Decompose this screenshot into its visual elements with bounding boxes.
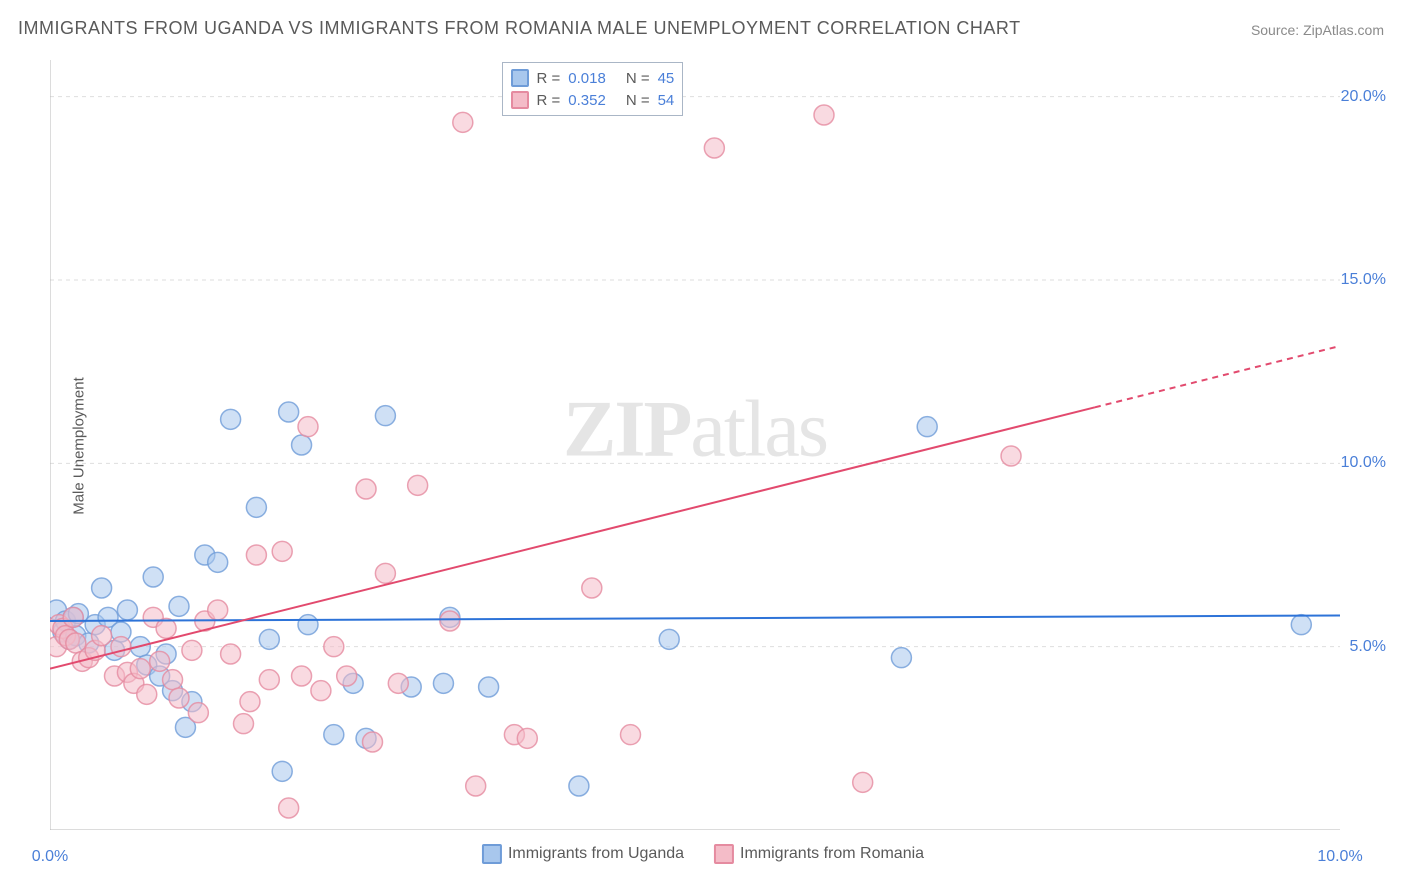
y-tick-label: 5.0%	[1350, 638, 1386, 656]
legend-item: Immigrants from Uganda	[482, 844, 684, 864]
series-legend: Immigrants from Uganda Immigrants from Ro…	[482, 844, 924, 864]
source-attribution: Source: ZipAtlas.com	[1251, 22, 1384, 38]
legend-swatch	[482, 844, 502, 864]
corr-n-label: N =	[626, 92, 650, 109]
legend-swatch	[714, 844, 734, 864]
plot-area: ZIPatlas R =0.018N =45R =0.352N =54	[50, 60, 1340, 830]
corr-r-label: R =	[537, 92, 561, 109]
y-tick-label: 20.0%	[1341, 88, 1386, 106]
corr-legend-row: R = 0.018 N = 45	[511, 67, 675, 89]
corr-swatch	[511, 69, 529, 87]
corr-r-label: R =	[537, 70, 561, 87]
y-tick-label: 15.0%	[1341, 271, 1386, 289]
corr-n-value: 45	[658, 70, 675, 87]
corr-r-value: 0.018	[568, 70, 606, 87]
legend-label: Immigrants from Romania	[740, 845, 924, 862]
legend-item: Immigrants from Romania	[714, 844, 924, 864]
scatter-svg	[50, 60, 1340, 830]
corr-legend-row: R = 0.352 N = 54	[511, 89, 675, 111]
corr-n-label: N =	[626, 70, 650, 87]
x-tick-label: 10.0%	[1317, 848, 1362, 866]
legend-label: Immigrants from Uganda	[508, 845, 684, 862]
corr-r-value: 0.352	[568, 92, 606, 109]
y-tick-label: 10.0%	[1341, 454, 1386, 472]
chart-title: IMMIGRANTS FROM UGANDA VS IMMIGRANTS FRO…	[18, 18, 1021, 39]
corr-n-value: 54	[658, 92, 675, 109]
correlation-legend: R = 0.018 N = 45 R = 0.352 N = 54	[502, 62, 684, 116]
corr-swatch	[511, 91, 529, 109]
x-tick-label: 0.0%	[32, 848, 68, 866]
